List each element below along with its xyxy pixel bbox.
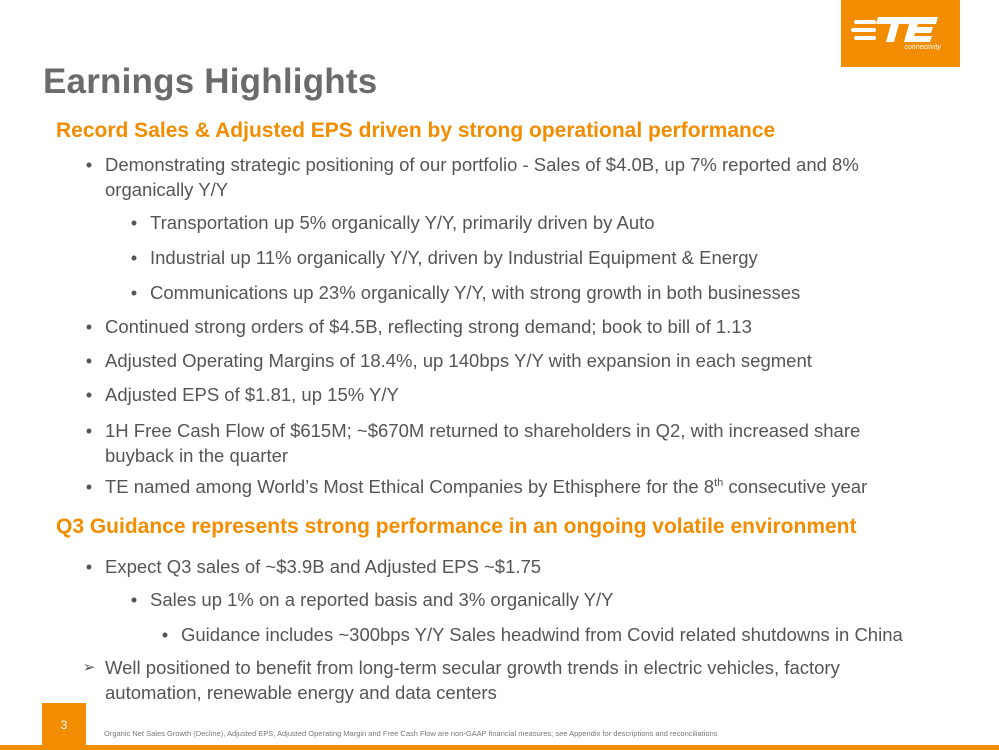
bullet-strategic-positioning: • Demonstrating strategic positioning of…	[86, 152, 859, 202]
page-number: 3	[42, 703, 86, 750]
sub-bullet-industrial: • Industrial up 11% organically Y/Y, dri…	[131, 245, 758, 270]
bullet-ethical-companies: • TE named among World’s Most Ethical Co…	[86, 474, 868, 499]
logo-tagline: connectivity	[904, 44, 941, 51]
ordinal-superscript: th	[714, 477, 724, 489]
arrow-bullet-secular-growth: ➢ Well positioned to benefit from long-t…	[83, 655, 840, 705]
bullet-text: TE named among World’s Most Ethical Comp…	[105, 476, 715, 497]
bullet-adjusted-eps: • Adjusted EPS of $1.81, up 15% Y/Y	[86, 382, 399, 407]
section-heading-record-sales: Record Sales & Adjusted EPS driven by st…	[56, 119, 776, 142]
bullet-mark: •	[85, 556, 93, 577]
bullet-text: Adjusted Operating Margins of 18.4%, up …	[105, 350, 812, 371]
bullet-text: Communications up 23% organically Y/Y, w…	[150, 282, 801, 303]
bullet-text: Adjusted EPS of $1.81, up 15% Y/Y	[105, 384, 399, 405]
bullet-mark: •	[85, 154, 93, 175]
bullet-operating-margins: • Adjusted Operating Margins of 18.4%, u…	[86, 348, 812, 373]
bullet-mark: •	[130, 589, 138, 610]
bullet-mark: •	[85, 476, 93, 497]
bullet-text: Guidance includes ~300bps Y/Y Sales head…	[181, 624, 903, 645]
bullet-mark: •	[161, 624, 169, 645]
te-connectivity-logo: connectivity	[841, 0, 960, 67]
bullet-mark: •	[130, 247, 138, 268]
bullet-text-end: consecutive year	[723, 476, 868, 497]
sub-bullet-communications: • Communications up 23% organically Y/Y,…	[131, 280, 801, 305]
footer-accent-bar	[0, 745, 999, 750]
te-logo-mark	[851, 17, 938, 42]
bullet-text: 1H Free Cash Flow of $615M; ~$670M retur…	[105, 420, 861, 441]
bullet-text: Sales up 1% on a reported basis and 3% o…	[150, 589, 614, 610]
bullet-q3-expectations: • Expect Q3 sales of ~$3.9B and Adjusted…	[86, 554, 542, 579]
page-title: Earnings Highlights	[43, 62, 378, 101]
sub-bullet-sales-growth: • Sales up 1% on a reported basis and 3%…	[131, 587, 614, 612]
bullet-text: Well positioned to benefit from long-ter…	[105, 657, 840, 678]
bullet-mark: •	[130, 282, 138, 303]
bullet-text: Demonstrating strategic positioning of o…	[105, 154, 859, 175]
bullet-mark: •	[130, 212, 138, 233]
bullet-text: Transportation up 5% organically Y/Y, pr…	[150, 212, 655, 233]
footnote: Organic Net Sales Growth (Decline), Adju…	[104, 729, 718, 738]
sub-bullet-transportation: • Transportation up 5% organically Y/Y, …	[131, 210, 655, 235]
sub-sub-bullet-covid-headwind: • Guidance includes ~300bps Y/Y Sales he…	[162, 622, 903, 647]
section-heading-q3-guidance: Q3 Guidance represents strong performanc…	[56, 515, 857, 538]
bullet-text-continued: organically Y/Y	[105, 179, 229, 200]
bullet-text: Expect Q3 sales of ~$3.9B and Adjusted E…	[105, 556, 542, 577]
bullet-orders: • Continued strong orders of $4.5B, refl…	[86, 314, 752, 339]
bullet-mark: •	[85, 316, 93, 337]
bullet-text-continued: buyback in the quarter	[105, 445, 289, 466]
bullet-text: Continued strong orders of $4.5B, reflec…	[105, 316, 752, 337]
bullet-mark: •	[85, 384, 93, 405]
arrow-bullet-icon: ➢	[82, 658, 96, 676]
bullet-free-cash-flow: • 1H Free Cash Flow of $615M; ~$670M ret…	[86, 418, 861, 468]
bullet-text: Industrial up 11% organically Y/Y, drive…	[150, 247, 758, 268]
bullet-text-continued: automation, renewable energy and data ce…	[105, 682, 497, 703]
bullet-mark: •	[85, 420, 93, 441]
bullet-mark: •	[85, 350, 93, 371]
